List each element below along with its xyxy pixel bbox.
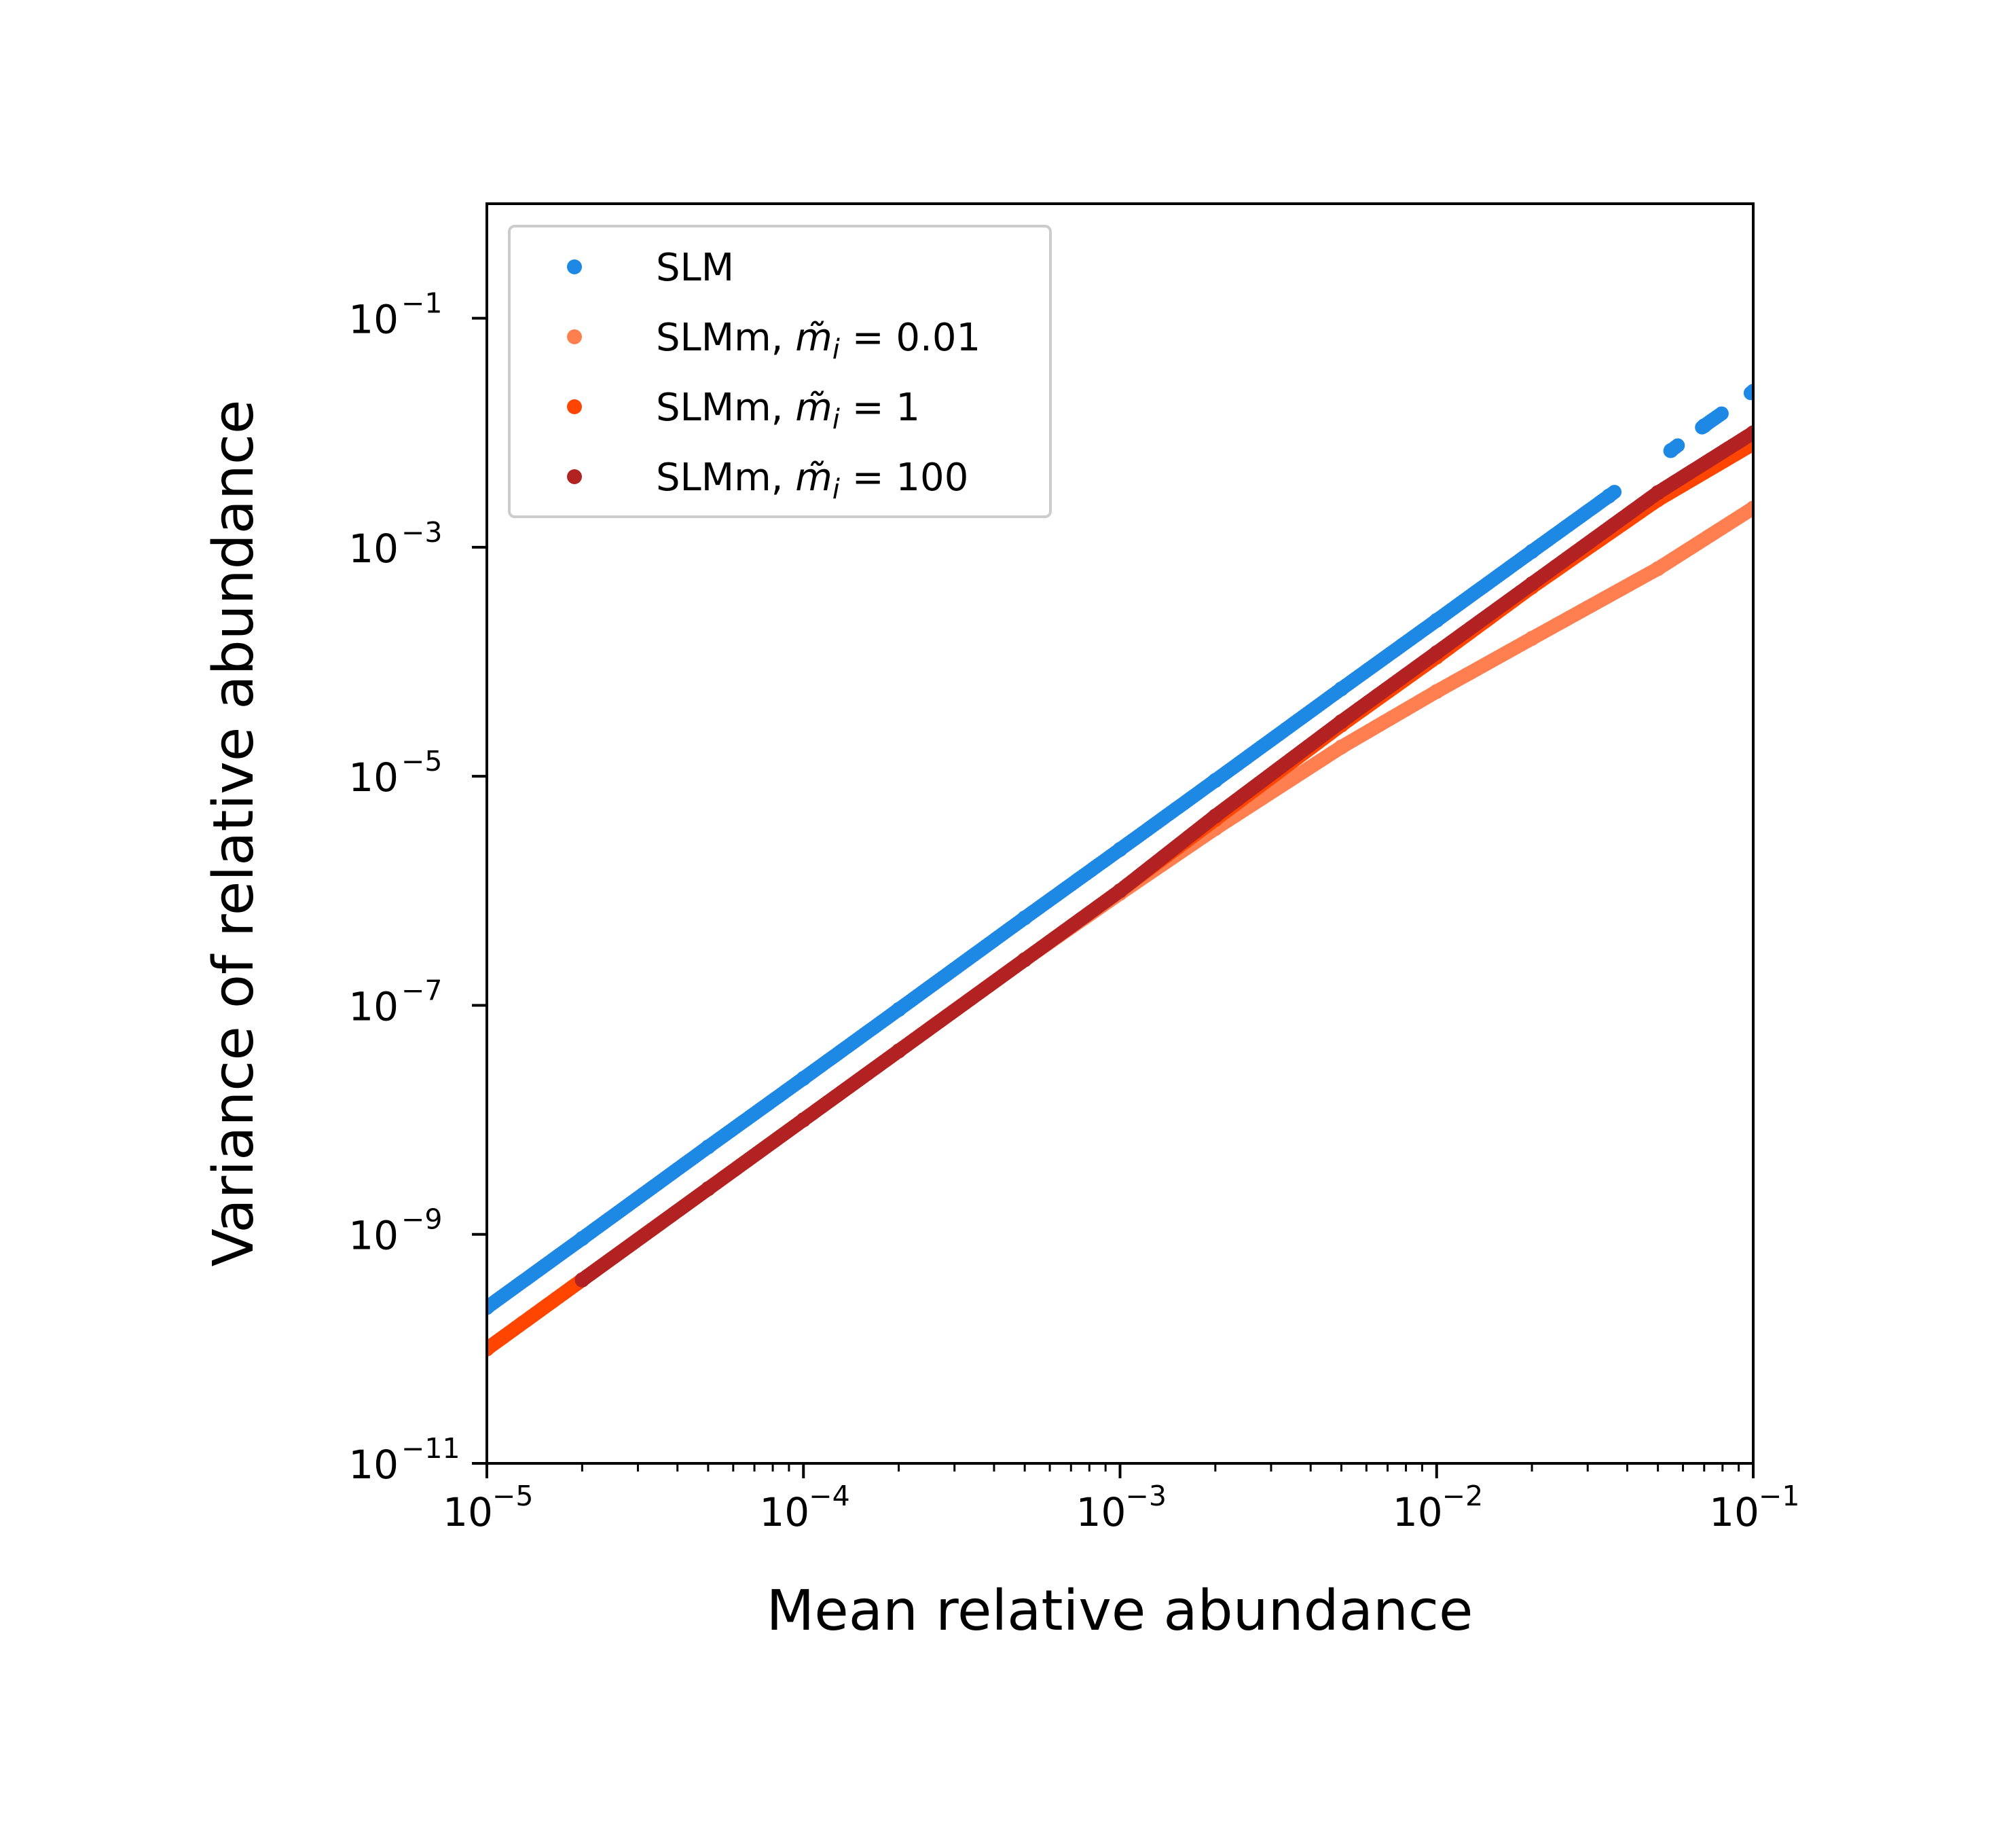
data-point <box>1746 384 1753 399</box>
y-tick-label: 10 <box>348 1442 399 1488</box>
y-tick-label-exponent: −9 <box>401 1203 442 1236</box>
legend-label: SLM <box>656 246 734 290</box>
x-tick-label: 10 <box>759 1489 809 1535</box>
legend-item: SLM <box>567 246 734 290</box>
y-tick-label: 10 <box>348 754 399 801</box>
y-tick-label: 10 <box>348 297 399 343</box>
data-point <box>1670 438 1685 453</box>
legend-label: SLMm, m̃i = 1 <box>656 386 920 435</box>
scatter-points <box>487 384 1753 1357</box>
legend-label: SLMm, m̃i = 100 <box>656 456 968 505</box>
y-tick-label-exponent: −7 <box>401 974 442 1006</box>
x-tick-label-exponent: −1 <box>1759 1480 1799 1512</box>
data-point <box>1607 485 1622 499</box>
x-tick-label: 10 <box>1076 1489 1126 1535</box>
y-tick-label-exponent: −11 <box>401 1432 460 1465</box>
x-tick-label-exponent: −4 <box>809 1480 849 1512</box>
legend-label: SLMm, m̃i = 0.01 <box>656 316 980 365</box>
legend-box <box>508 225 1052 518</box>
legend-marker <box>567 399 582 414</box>
legend-marker <box>567 329 582 344</box>
data-point <box>1746 425 1753 440</box>
x-tick-label-exponent: −3 <box>1126 1480 1167 1512</box>
legend-item: SLMm, m̃i = 1 <box>567 386 920 435</box>
series-0 <box>487 384 1753 1315</box>
legend-item: SLMm, m̃i = 100 <box>567 456 968 505</box>
x-tick-label: 10 <box>1709 1489 1759 1535</box>
data-point <box>1746 500 1753 515</box>
data-point <box>1714 406 1729 421</box>
y-tick-label: 10 <box>348 1213 399 1259</box>
x-tick-label: 10 <box>1393 1489 1443 1535</box>
x-tick-label: 10 <box>443 1489 493 1535</box>
y-tick-label-exponent: −5 <box>401 745 442 778</box>
x-axis-title: Mean relative abundance <box>767 1579 1473 1643</box>
series-3 <box>574 425 1753 1287</box>
legend: SLM SLMm, m̃i = 0.01 SLMm, m̃i = 1 SLMm, m̃… <box>508 225 1052 518</box>
legend-marker <box>567 259 582 274</box>
y-tick-label: 10 <box>348 526 399 572</box>
x-tick-label-exponent: −2 <box>1442 1480 1483 1512</box>
y-tick-label-exponent: −1 <box>401 287 442 320</box>
y-tick-label: 10 <box>348 983 399 1029</box>
x-tick-label-exponent: −5 <box>492 1480 533 1512</box>
legend-marker <box>567 469 582 484</box>
legend-item: SLMm, m̃i = 0.01 <box>567 316 980 365</box>
y-tick-label-exponent: −3 <box>401 516 442 549</box>
y-axis-title: Variance of relative abundance <box>202 400 266 1267</box>
